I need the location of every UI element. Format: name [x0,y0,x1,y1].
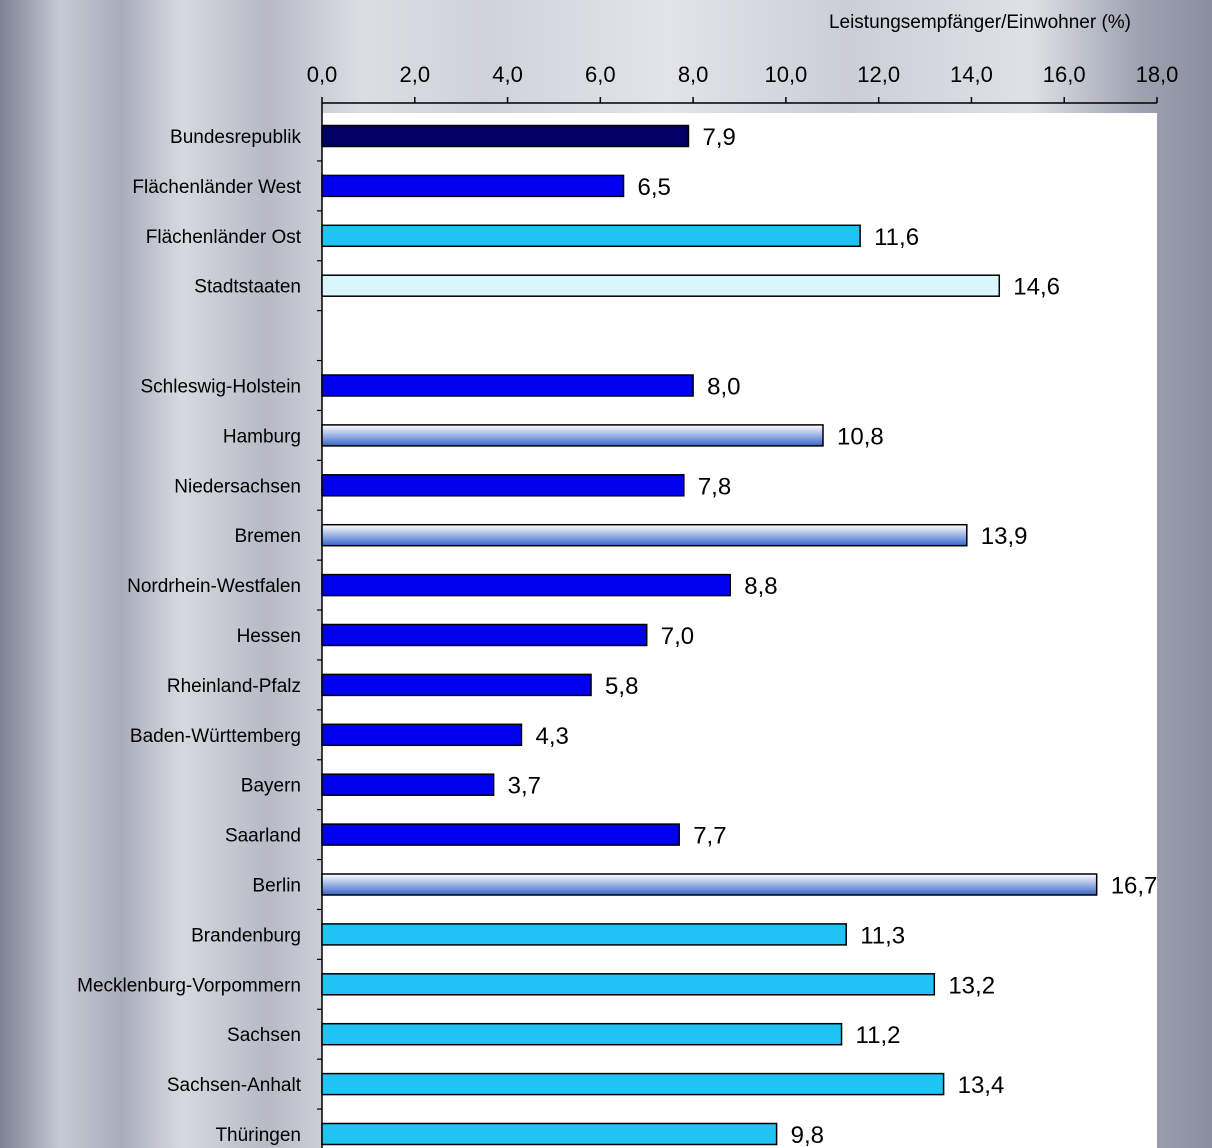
category-label: Sachsen [227,1025,301,1046]
bar [321,274,1001,297]
category-label: Hessen [237,626,301,647]
value-label: 6,5 [638,174,671,201]
bar [321,973,936,996]
axis-title: Leistungsempfänger/Einwohner (%) [829,12,1131,33]
bar [321,673,592,697]
value-label: 8,0 [707,374,740,401]
bar [321,124,690,148]
category-label: Bayern [241,776,301,797]
bar [321,573,731,597]
bar [321,474,685,497]
category-label: Hamburg [223,426,301,447]
value-label: 4,3 [535,723,568,750]
category-label: Rheinland-Pfalz [167,676,301,697]
x-tick-label: 16,0 [1043,62,1086,87]
category-label: Baden-Württemberg [130,726,301,747]
x-tick-label: 12,0 [857,62,900,87]
value-label: 16,7 [1111,873,1158,900]
bar [321,873,1098,896]
category-label: Stadtstaaten [194,277,301,298]
value-label: 11,2 [856,1022,901,1049]
value-label: 11,6 [874,224,919,251]
value-label: 7,0 [661,623,694,650]
value-label: 7,7 [693,823,726,850]
x-tick-label: 8,0 [678,62,709,87]
category-label: Bundesrepublik [170,127,301,148]
category-label: Flächenländer West [132,177,301,198]
bar [321,523,968,547]
x-tick-label: 6,0 [585,62,616,87]
category-label: Schleswig-Holstein [140,377,301,398]
value-label: 7,8 [698,473,731,500]
x-tick-label: 14,0 [950,62,993,87]
category-label: Mecklenburg-Vorpommern [77,975,301,996]
bar [321,923,847,946]
category-label: Niedersachsen [174,476,301,497]
value-label: 13,4 [958,1072,1005,1099]
bar [321,723,523,747]
bar [321,174,625,198]
value-label: 13,2 [948,972,995,999]
bar [321,224,861,248]
value-label: 10,8 [837,423,884,450]
category-label: Flächenländer Ost [146,227,302,248]
category-label: Nordrhein-Westfalen [127,576,301,597]
x-tick-label: 4,0 [492,62,523,87]
category-label: Sachsen-Anhalt [167,1075,302,1096]
value-label: 11,3 [860,922,905,949]
bar [321,1122,778,1146]
category-label: Thüringen [215,1125,301,1146]
category-label: Bremen [234,526,301,547]
category-label: Brandenburg [191,925,301,946]
bar [321,623,648,647]
bar [321,1022,843,1046]
x-tick-label: 10,0 [764,62,807,87]
bar [321,424,824,447]
value-label: 9,8 [791,1122,824,1148]
category-label: Berlin [252,876,301,897]
bar [321,374,694,397]
bar [321,823,680,846]
category-label: Saarland [225,826,301,847]
value-label: 8,8 [744,573,777,600]
x-tick-label: 0,0 [307,62,338,87]
value-label: 14,6 [1013,274,1060,301]
value-label: 5,8 [605,673,638,700]
x-tick-label: 2,0 [399,62,430,87]
value-label: 13,9 [981,523,1028,550]
x-tick-label: 18,0 [1136,62,1179,87]
value-label: 7,9 [702,124,735,151]
bar [321,773,495,796]
bar [321,1072,945,1096]
value-label: 3,7 [508,773,541,800]
